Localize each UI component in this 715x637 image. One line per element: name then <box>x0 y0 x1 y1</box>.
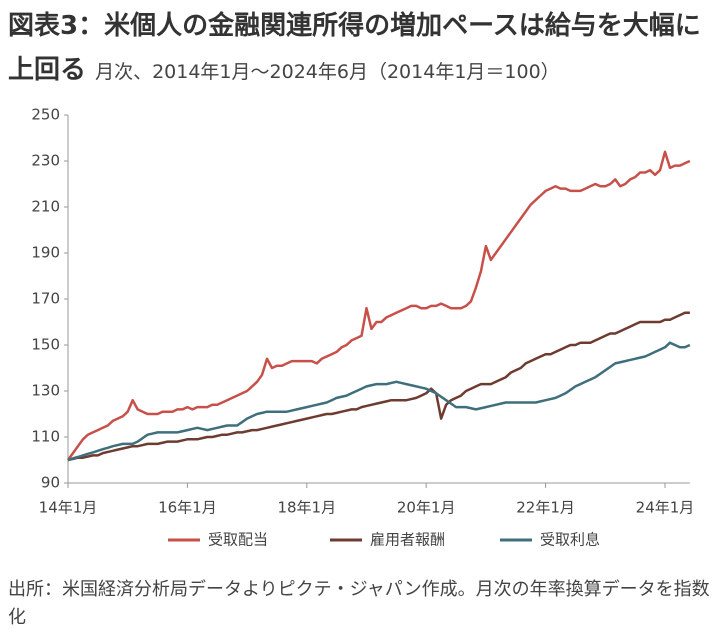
source-note: 出所：米国経済分析局データよりピクテ・ジャパン作成。月次の年率換算データを指数化 <box>8 579 710 628</box>
legend-label: 受取配当 <box>208 531 268 549</box>
legend-label: 受取利息 <box>540 531 600 549</box>
chart: 90 110 130 150 170 190 210 230 250 14年1月 16年1月 18年1… <box>31 106 695 549</box>
y-tick-label: 90 <box>41 474 60 492</box>
legend-label: 雇用者報酬 <box>370 531 445 549</box>
x-tick-label: 18年1月 <box>277 499 336 517</box>
series-line <box>66 150 691 461</box>
title-block: 図表3：米個人の金融関連所得の増加ペースは給与を大幅に上回る 月次、2014年1… <box>8 4 708 94</box>
x-tick-label: 14年1月 <box>39 499 98 517</box>
y-tick-label: 210 <box>31 198 60 216</box>
series-line <box>67 341 691 462</box>
y-tick-label: 250 <box>31 106 60 124</box>
x-tick-label: 22年1月 <box>516 499 575 517</box>
y-tick-label: 110 <box>31 428 60 446</box>
chart-title: 図表3：米個人の金融関連所得の増加ペースは給与を大幅に上回る <box>8 11 701 85</box>
y-tick-label: 170 <box>31 290 60 308</box>
x-tick-label: 20年1月 <box>397 499 456 517</box>
y-tick-label: 130 <box>31 382 60 400</box>
x-tick-label: 24年1月 <box>636 499 695 517</box>
series-line <box>67 311 690 462</box>
y-tick-label: 190 <box>31 244 60 262</box>
y-tick-label: 230 <box>31 152 60 170</box>
chart-subtitle: 月次、2014年1月～2024年6月（2014年1月＝100） <box>95 61 560 83</box>
y-tick-label: 150 <box>31 336 60 354</box>
x-tick-label: 16年1月 <box>158 499 217 517</box>
